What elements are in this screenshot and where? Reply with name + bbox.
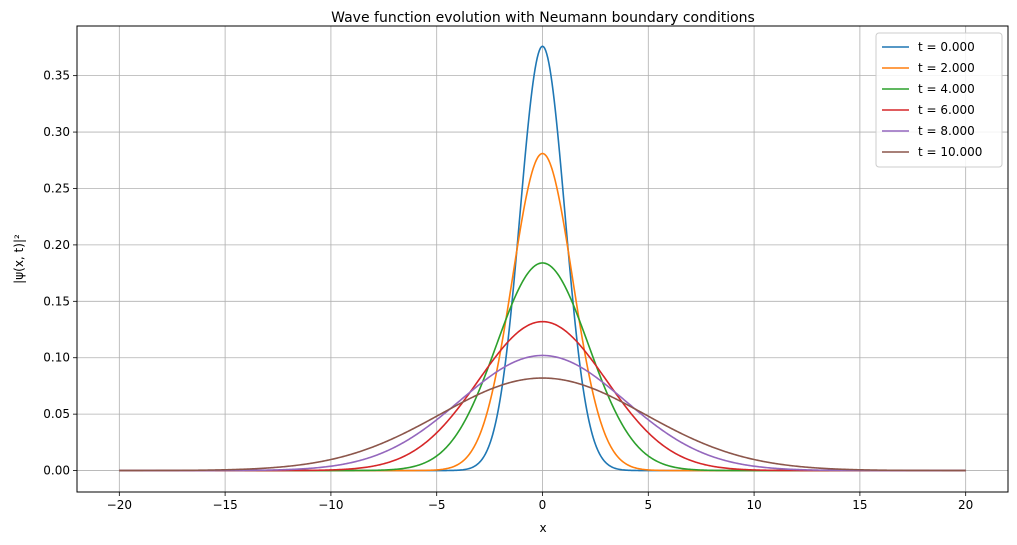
y-tick-label: 0.35: [43, 69, 70, 83]
ticks: −20 −15 −10 −5 0 5 10 15 20 0.00 0.05 0.10 0.15 0.20 0…: [43, 69, 973, 512]
legend-label: t = 6.000: [918, 103, 975, 117]
x-axis-label: x: [539, 521, 546, 535]
chart-title: Wave function evolution with Neumann bou…: [331, 10, 755, 26]
legend-label: t = 2.000: [918, 61, 975, 75]
y-tick-label: 0.30: [43, 125, 70, 139]
legend-box: [875, 32, 1003, 168]
legend-label: t = 0.000: [918, 40, 975, 54]
legend: t = 0.000 t = 2.000 t = 4.000 t = 6.000 t = …: [875, 32, 1003, 168]
x-tick-label: 15: [852, 498, 867, 512]
x-tick-label: −20: [107, 498, 132, 512]
x-tick-label: 0: [539, 498, 547, 512]
y-tick-label: 0.10: [43, 351, 70, 365]
y-tick-label: 0.25: [43, 181, 70, 195]
series-group: [119, 45, 966, 472]
x-tick-label: 10: [746, 498, 761, 512]
legend-label: t = 10.000: [918, 145, 982, 159]
series-line-4: [119, 354, 966, 472]
y-axis-label: |ψ(x, t)|²: [12, 234, 26, 284]
x-tick-label: 5: [644, 498, 652, 512]
legend-label: t = 4.000: [918, 82, 975, 96]
x-tick-label: 20: [958, 498, 973, 512]
x-tick-label: −15: [212, 498, 237, 512]
y-tick-label: 0.20: [43, 238, 70, 252]
y-tick-label: 0.00: [43, 464, 70, 478]
x-tick-label: −10: [318, 498, 343, 512]
y-tick-label: 0.15: [43, 294, 70, 308]
legend-label: t = 8.000: [918, 124, 975, 138]
y-tick-label: 0.05: [43, 407, 70, 421]
x-tick-label: −5: [428, 498, 446, 512]
series-line-5: [119, 377, 966, 472]
